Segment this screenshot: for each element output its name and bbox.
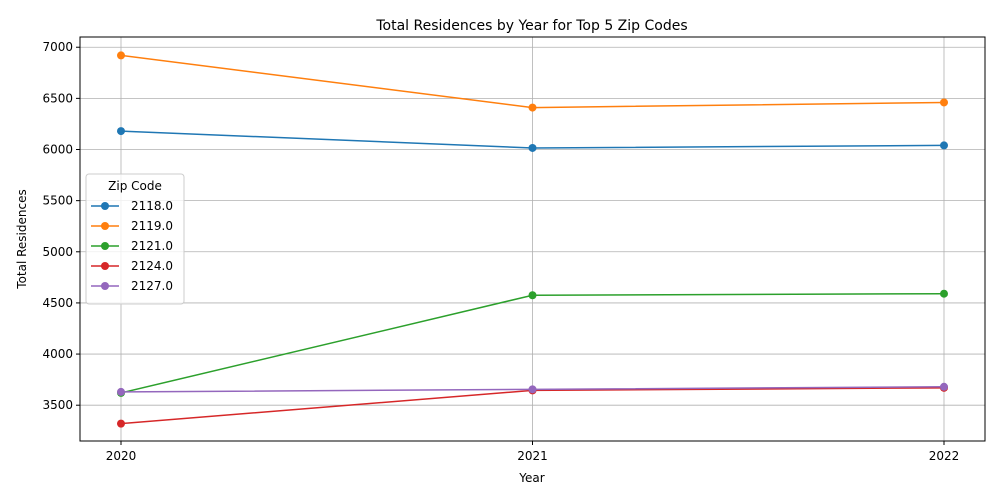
legend-swatch-marker bbox=[101, 262, 109, 270]
y-axis-label: Total Residences bbox=[15, 189, 29, 289]
legend-items: 2118.0 2119.0 2121.0 2124.0 2127.0 bbox=[91, 199, 173, 293]
data-point bbox=[940, 289, 948, 298]
x-tick-label: 2020 bbox=[106, 449, 137, 463]
y-tick-label: 6000 bbox=[42, 143, 73, 157]
legend-entry-label: 2118.0 bbox=[131, 199, 173, 213]
y-tick-label: 7000 bbox=[42, 40, 73, 54]
data-point bbox=[940, 98, 948, 107]
data-point bbox=[940, 141, 948, 150]
legend-swatch-marker bbox=[101, 282, 109, 290]
grid bbox=[80, 37, 985, 441]
ticks: 2020 2021 2022 3500 4000 4500 5000 5500 6000 6500… bbox=[42, 40, 959, 463]
legend-entry-label: 2127.0 bbox=[131, 279, 173, 293]
data-point bbox=[117, 127, 125, 136]
y-tick-label: 4500 bbox=[42, 296, 73, 310]
legend-title: Zip Code bbox=[108, 179, 162, 193]
data-point bbox=[528, 291, 537, 300]
data-point bbox=[528, 103, 537, 112]
y-tick-label: 4000 bbox=[42, 347, 73, 361]
legend: Zip Code 2118.0 2119.0 2121.0 2124.0 2127.0 bbox=[85, 173, 185, 305]
x-tick-label: 2021 bbox=[517, 449, 548, 463]
legend-entry-label: 2119.0 bbox=[131, 219, 173, 233]
x-axis-label: Year bbox=[518, 471, 544, 485]
data-point bbox=[117, 387, 125, 396]
chart-title: Total Residences by Year for Top 5 Zip C… bbox=[375, 18, 687, 34]
data-point bbox=[528, 143, 537, 152]
y-tick-label: 6500 bbox=[42, 91, 73, 105]
x-tick-label: 2022 bbox=[929, 449, 960, 463]
legend-swatch-marker bbox=[101, 202, 109, 210]
series-layer bbox=[117, 51, 948, 428]
data-point bbox=[940, 382, 948, 391]
y-tick-label: 3500 bbox=[42, 398, 73, 412]
data-point bbox=[528, 385, 537, 394]
data-point bbox=[117, 419, 125, 428]
legend-entry-label: 2124.0 bbox=[131, 259, 173, 273]
data-point bbox=[117, 51, 125, 60]
y-tick-label: 5500 bbox=[42, 194, 73, 208]
y-tick-label: 5000 bbox=[42, 245, 73, 259]
legend-swatch-marker bbox=[101, 222, 109, 230]
legend-entry-label: 2121.0 bbox=[131, 239, 173, 253]
legend-swatch-marker bbox=[101, 242, 109, 250]
